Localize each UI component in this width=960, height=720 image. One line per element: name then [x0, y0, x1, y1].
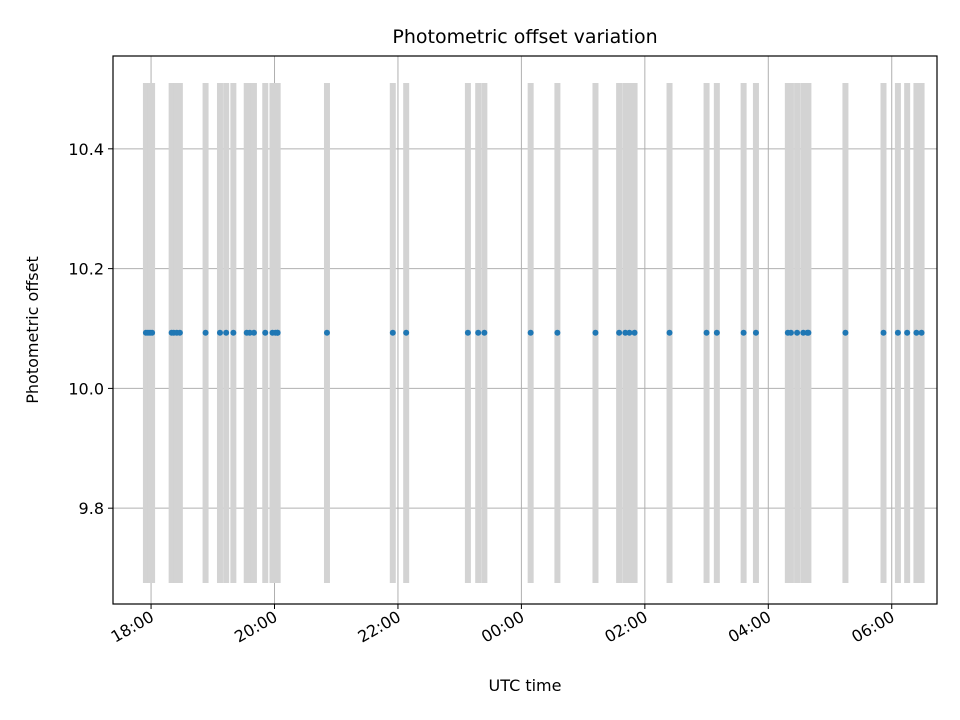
x-axis-label: UTC time	[489, 676, 562, 695]
data-point	[592, 329, 599, 336]
data-point	[622, 329, 629, 336]
x-tick-label: 06:00	[848, 607, 897, 647]
data-point	[176, 329, 183, 336]
data-point	[475, 329, 482, 336]
x-tick-label: 22:00	[355, 607, 404, 647]
x-axis: 18:00 20:00 22:00 00:00 02:00 04:00 06:00	[108, 604, 898, 647]
plot-frame	[112, 55, 938, 605]
data-point	[713, 329, 720, 336]
data-point	[230, 329, 237, 336]
x-tick-label: 18:00	[108, 607, 157, 647]
y-tick-label: 10.4	[68, 140, 104, 159]
data-point	[752, 329, 759, 336]
data-point	[880, 329, 887, 336]
data-point	[740, 329, 747, 336]
data-point	[918, 329, 925, 336]
data-point	[554, 329, 561, 336]
data-point	[274, 329, 281, 336]
data-point	[202, 329, 209, 336]
data-point	[216, 329, 223, 336]
x-tick-label: 20:00	[231, 607, 280, 647]
point-layer	[142, 329, 925, 336]
data-point	[631, 329, 638, 336]
y-tick-label: 10.2	[68, 260, 104, 279]
data-point	[787, 329, 794, 336]
data-point	[323, 329, 330, 336]
data-point	[616, 329, 623, 336]
data-point	[913, 329, 920, 336]
data-point	[389, 329, 396, 336]
data-point	[794, 329, 801, 336]
data-point	[666, 329, 673, 336]
chart-title: Photometric offset variation	[392, 26, 657, 48]
y-axis-label: Photometric offset	[23, 256, 42, 404]
x-tick-label: 00:00	[478, 607, 527, 647]
y-tick-label: 10.0	[68, 379, 104, 398]
data-point	[904, 329, 911, 336]
data-point	[262, 329, 269, 336]
data-point	[481, 329, 488, 336]
data-point	[842, 329, 849, 336]
data-point	[527, 329, 534, 336]
data-point	[250, 329, 257, 336]
data-point	[403, 329, 410, 336]
grid-layer	[113, 56, 937, 604]
x-tick-label: 04:00	[725, 607, 774, 647]
y-axis: 9.8 10.0 10.2 10.4	[68, 140, 113, 518]
data-point	[703, 329, 710, 336]
data-point	[894, 329, 901, 336]
data-point	[246, 329, 253, 336]
data-point	[223, 329, 230, 336]
y-tick-label: 9.8	[79, 499, 104, 518]
data-point	[464, 329, 471, 336]
data-point	[805, 329, 812, 336]
data-point	[800, 329, 807, 336]
data-point	[149, 329, 156, 336]
data-point	[626, 329, 633, 336]
x-tick-label: 02:00	[601, 607, 650, 647]
